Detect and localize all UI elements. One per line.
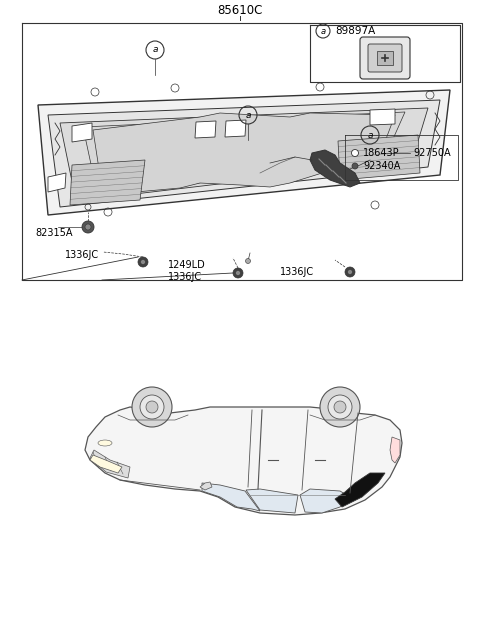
Polygon shape <box>390 437 400 463</box>
Text: a: a <box>245 110 251 119</box>
Polygon shape <box>83 112 405 197</box>
Polygon shape <box>202 483 260 511</box>
Polygon shape <box>225 120 246 137</box>
Circle shape <box>233 268 243 278</box>
Ellipse shape <box>98 440 112 446</box>
Polygon shape <box>370 109 395 125</box>
Text: 18643P: 18643P <box>363 148 400 158</box>
Circle shape <box>352 163 358 169</box>
Polygon shape <box>300 489 350 513</box>
Circle shape <box>236 271 240 276</box>
Polygon shape <box>48 173 66 192</box>
Text: 1336JC: 1336JC <box>168 272 202 282</box>
Text: 89897A: 89897A <box>335 26 375 36</box>
Polygon shape <box>90 450 130 478</box>
Text: a: a <box>321 27 325 36</box>
FancyBboxPatch shape <box>360 37 410 79</box>
Polygon shape <box>60 108 428 201</box>
Polygon shape <box>38 90 450 215</box>
Polygon shape <box>335 473 385 507</box>
Circle shape <box>328 395 352 419</box>
Polygon shape <box>72 123 92 142</box>
Polygon shape <box>200 482 212 490</box>
Polygon shape <box>93 113 395 195</box>
Circle shape <box>146 401 158 413</box>
Polygon shape <box>246 489 298 513</box>
FancyBboxPatch shape <box>368 44 402 72</box>
Circle shape <box>132 387 172 427</box>
Polygon shape <box>70 160 145 205</box>
Text: a: a <box>152 46 158 55</box>
Text: 82315A: 82315A <box>35 228 72 238</box>
Circle shape <box>82 221 94 233</box>
Circle shape <box>141 260 145 265</box>
FancyBboxPatch shape <box>377 51 393 65</box>
Polygon shape <box>310 150 360 187</box>
Text: 1336JC: 1336JC <box>65 250 99 260</box>
Polygon shape <box>195 121 216 138</box>
Circle shape <box>334 401 346 413</box>
Polygon shape <box>48 100 440 207</box>
Polygon shape <box>85 407 402 515</box>
Circle shape <box>138 257 148 267</box>
Text: 1249LD: 1249LD <box>168 260 206 270</box>
Text: 92750A: 92750A <box>413 148 451 158</box>
Text: 92340A: 92340A <box>363 161 400 171</box>
Text: a: a <box>367 131 373 140</box>
Text: 1336JC: 1336JC <box>280 267 314 277</box>
Circle shape <box>245 258 251 264</box>
Circle shape <box>85 224 91 230</box>
Circle shape <box>345 267 355 277</box>
Circle shape <box>140 395 164 419</box>
Circle shape <box>320 387 360 427</box>
Polygon shape <box>338 135 420 180</box>
Circle shape <box>351 149 359 156</box>
Text: 85610C: 85610C <box>217 4 263 18</box>
Circle shape <box>348 269 352 274</box>
Polygon shape <box>90 455 122 473</box>
